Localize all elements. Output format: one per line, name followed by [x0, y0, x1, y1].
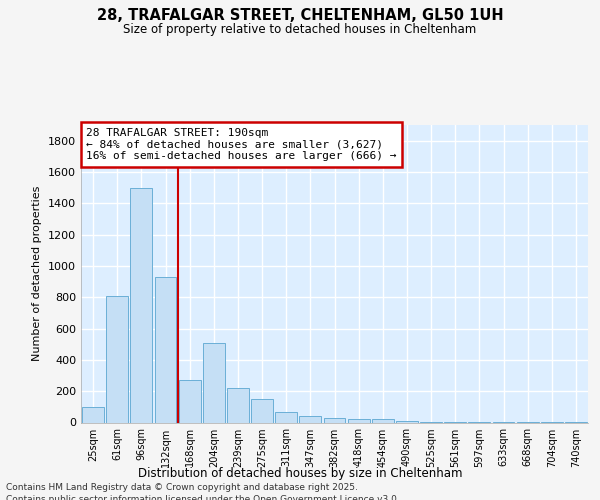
Bar	[348, 420, 370, 422]
Text: Contains HM Land Registry data © Crown copyright and database right 2025.: Contains HM Land Registry data © Crown c…	[6, 482, 358, 492]
Bar	[323, 418, 346, 422]
Bar	[179, 380, 200, 422]
Bar	[203, 342, 224, 422]
Text: Size of property relative to detached houses in Cheltenham: Size of property relative to detached ho…	[124, 22, 476, 36]
Bar	[106, 296, 128, 422]
Text: 28 TRAFALGAR STREET: 190sqm
← 84% of detached houses are smaller (3,627)
16% of : 28 TRAFALGAR STREET: 190sqm ← 84% of det…	[86, 128, 397, 161]
Text: Contains public sector information licensed under the Open Government Licence v3: Contains public sector information licen…	[6, 495, 400, 500]
Text: 28, TRAFALGAR STREET, CHELTENHAM, GL50 1UH: 28, TRAFALGAR STREET, CHELTENHAM, GL50 1…	[97, 8, 503, 22]
Bar	[275, 412, 297, 422]
Y-axis label: Number of detached properties: Number of detached properties	[32, 186, 43, 362]
Bar	[396, 421, 418, 422]
Bar	[155, 277, 176, 422]
Bar	[372, 420, 394, 422]
Bar	[130, 188, 152, 422]
Bar	[82, 407, 104, 422]
Bar	[227, 388, 249, 422]
Bar	[251, 399, 273, 422]
Bar	[299, 416, 321, 422]
Text: Distribution of detached houses by size in Cheltenham: Distribution of detached houses by size …	[138, 468, 462, 480]
